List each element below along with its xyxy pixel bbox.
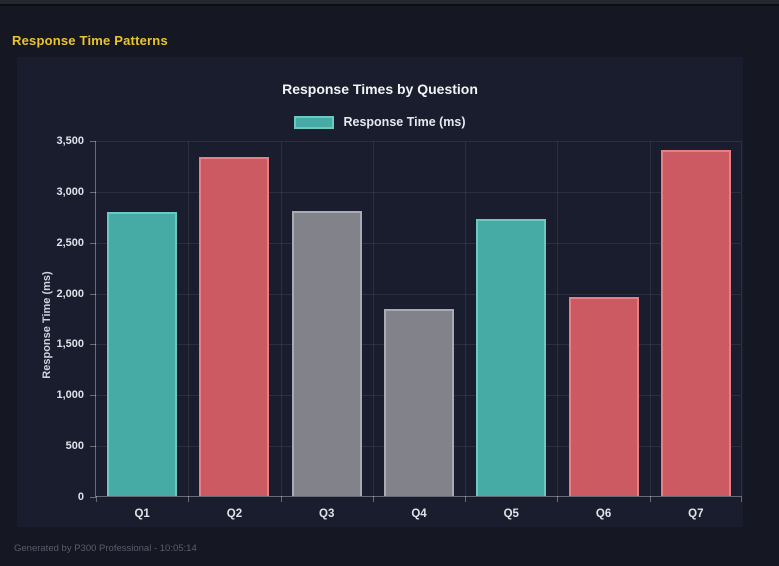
bar-Q4[interactable]	[384, 308, 454, 496]
footer-status-text: Generated by P300 Professional - 10:05:1…	[14, 543, 197, 554]
y-axis-tick-label: 0	[77, 491, 84, 503]
gridline-vertical	[465, 141, 467, 496]
bar-Q6[interactable]	[568, 296, 639, 496]
bar-Q1[interactable]	[107, 212, 178, 496]
gridline-horizontal	[96, 242, 741, 244]
x-axis-label-Q1: Q1	[134, 508, 150, 520]
y-axis-tick	[90, 344, 96, 346]
y-axis-tick-label: 500	[65, 440, 84, 453]
y-axis-tick-label: 2,000	[56, 287, 84, 300]
x-axis-label-Q4: Q4	[411, 508, 427, 520]
gridline-vertical	[649, 141, 651, 496]
gridline-horizontal	[96, 293, 741, 295]
gridline-vertical	[372, 141, 374, 496]
y-axis-tick-label: 3,500	[56, 135, 84, 147]
bar-Q2[interactable]	[199, 157, 270, 496]
x-axis-label-Q5: Q5	[503, 508, 519, 520]
x-axis-tick	[188, 496, 190, 502]
y-axis-tick	[90, 497, 96, 498]
x-axis-tick	[557, 496, 559, 502]
x-axis-tick	[280, 496, 282, 502]
window-top-strip	[0, 0, 779, 6]
y-axis-tick-label: 3,000	[56, 185, 84, 198]
gridline-vertical	[280, 141, 282, 496]
bar-Q7[interactable]	[660, 150, 731, 496]
x-axis-label-Q2: Q2	[226, 508, 243, 520]
x-axis-tick	[649, 496, 651, 502]
gridline-horizontal	[96, 141, 741, 142]
y-axis-tick-label: 1,000	[56, 389, 84, 402]
x-axis-label-Q7: Q7	[688, 508, 704, 520]
gridline-vertical	[188, 141, 190, 496]
x-axis-tick	[741, 496, 742, 502]
y-axis-tick	[90, 242, 96, 244]
y-axis-tick	[90, 293, 96, 295]
gridline-vertical	[557, 141, 559, 496]
chart-legend[interactable]: Response Time (ms)	[17, 115, 743, 129]
x-axis-tick	[96, 496, 97, 502]
plot-area: 0 500 1,000 1,500 2,000 2,500 3,000 3,500 Q1 Q2 Q3…	[56, 135, 742, 520]
gridline-horizontal	[96, 191, 741, 193]
legend-label: Response Time (ms)	[343, 115, 466, 129]
bar-Q3[interactable]	[291, 211, 362, 496]
y-axis-title: Response Time (ms)	[41, 271, 53, 379]
y-axis-tick	[90, 395, 96, 397]
bar-Q5[interactable]	[476, 219, 547, 496]
page-title: Response Time Patterns	[12, 33, 168, 48]
y-axis-tick-label: 1,500	[56, 338, 84, 351]
y-axis-tick	[90, 446, 96, 448]
chart-panel: Response Times by Question Response Time…	[17, 57, 743, 527]
legend-swatch	[294, 115, 335, 129]
x-axis-label-Q3: Q3	[319, 508, 335, 520]
chart-title: Response Times by Question	[282, 81, 478, 97]
x-axis-label-Q6: Q6	[595, 508, 612, 520]
y-axis-tick	[90, 141, 96, 142]
x-axis-tick	[372, 496, 374, 502]
gridline-vertical	[741, 141, 742, 496]
y-axis-tick-label: 2,500	[56, 236, 84, 249]
y-axis-tick	[90, 191, 96, 193]
x-axis-tick	[465, 496, 467, 502]
